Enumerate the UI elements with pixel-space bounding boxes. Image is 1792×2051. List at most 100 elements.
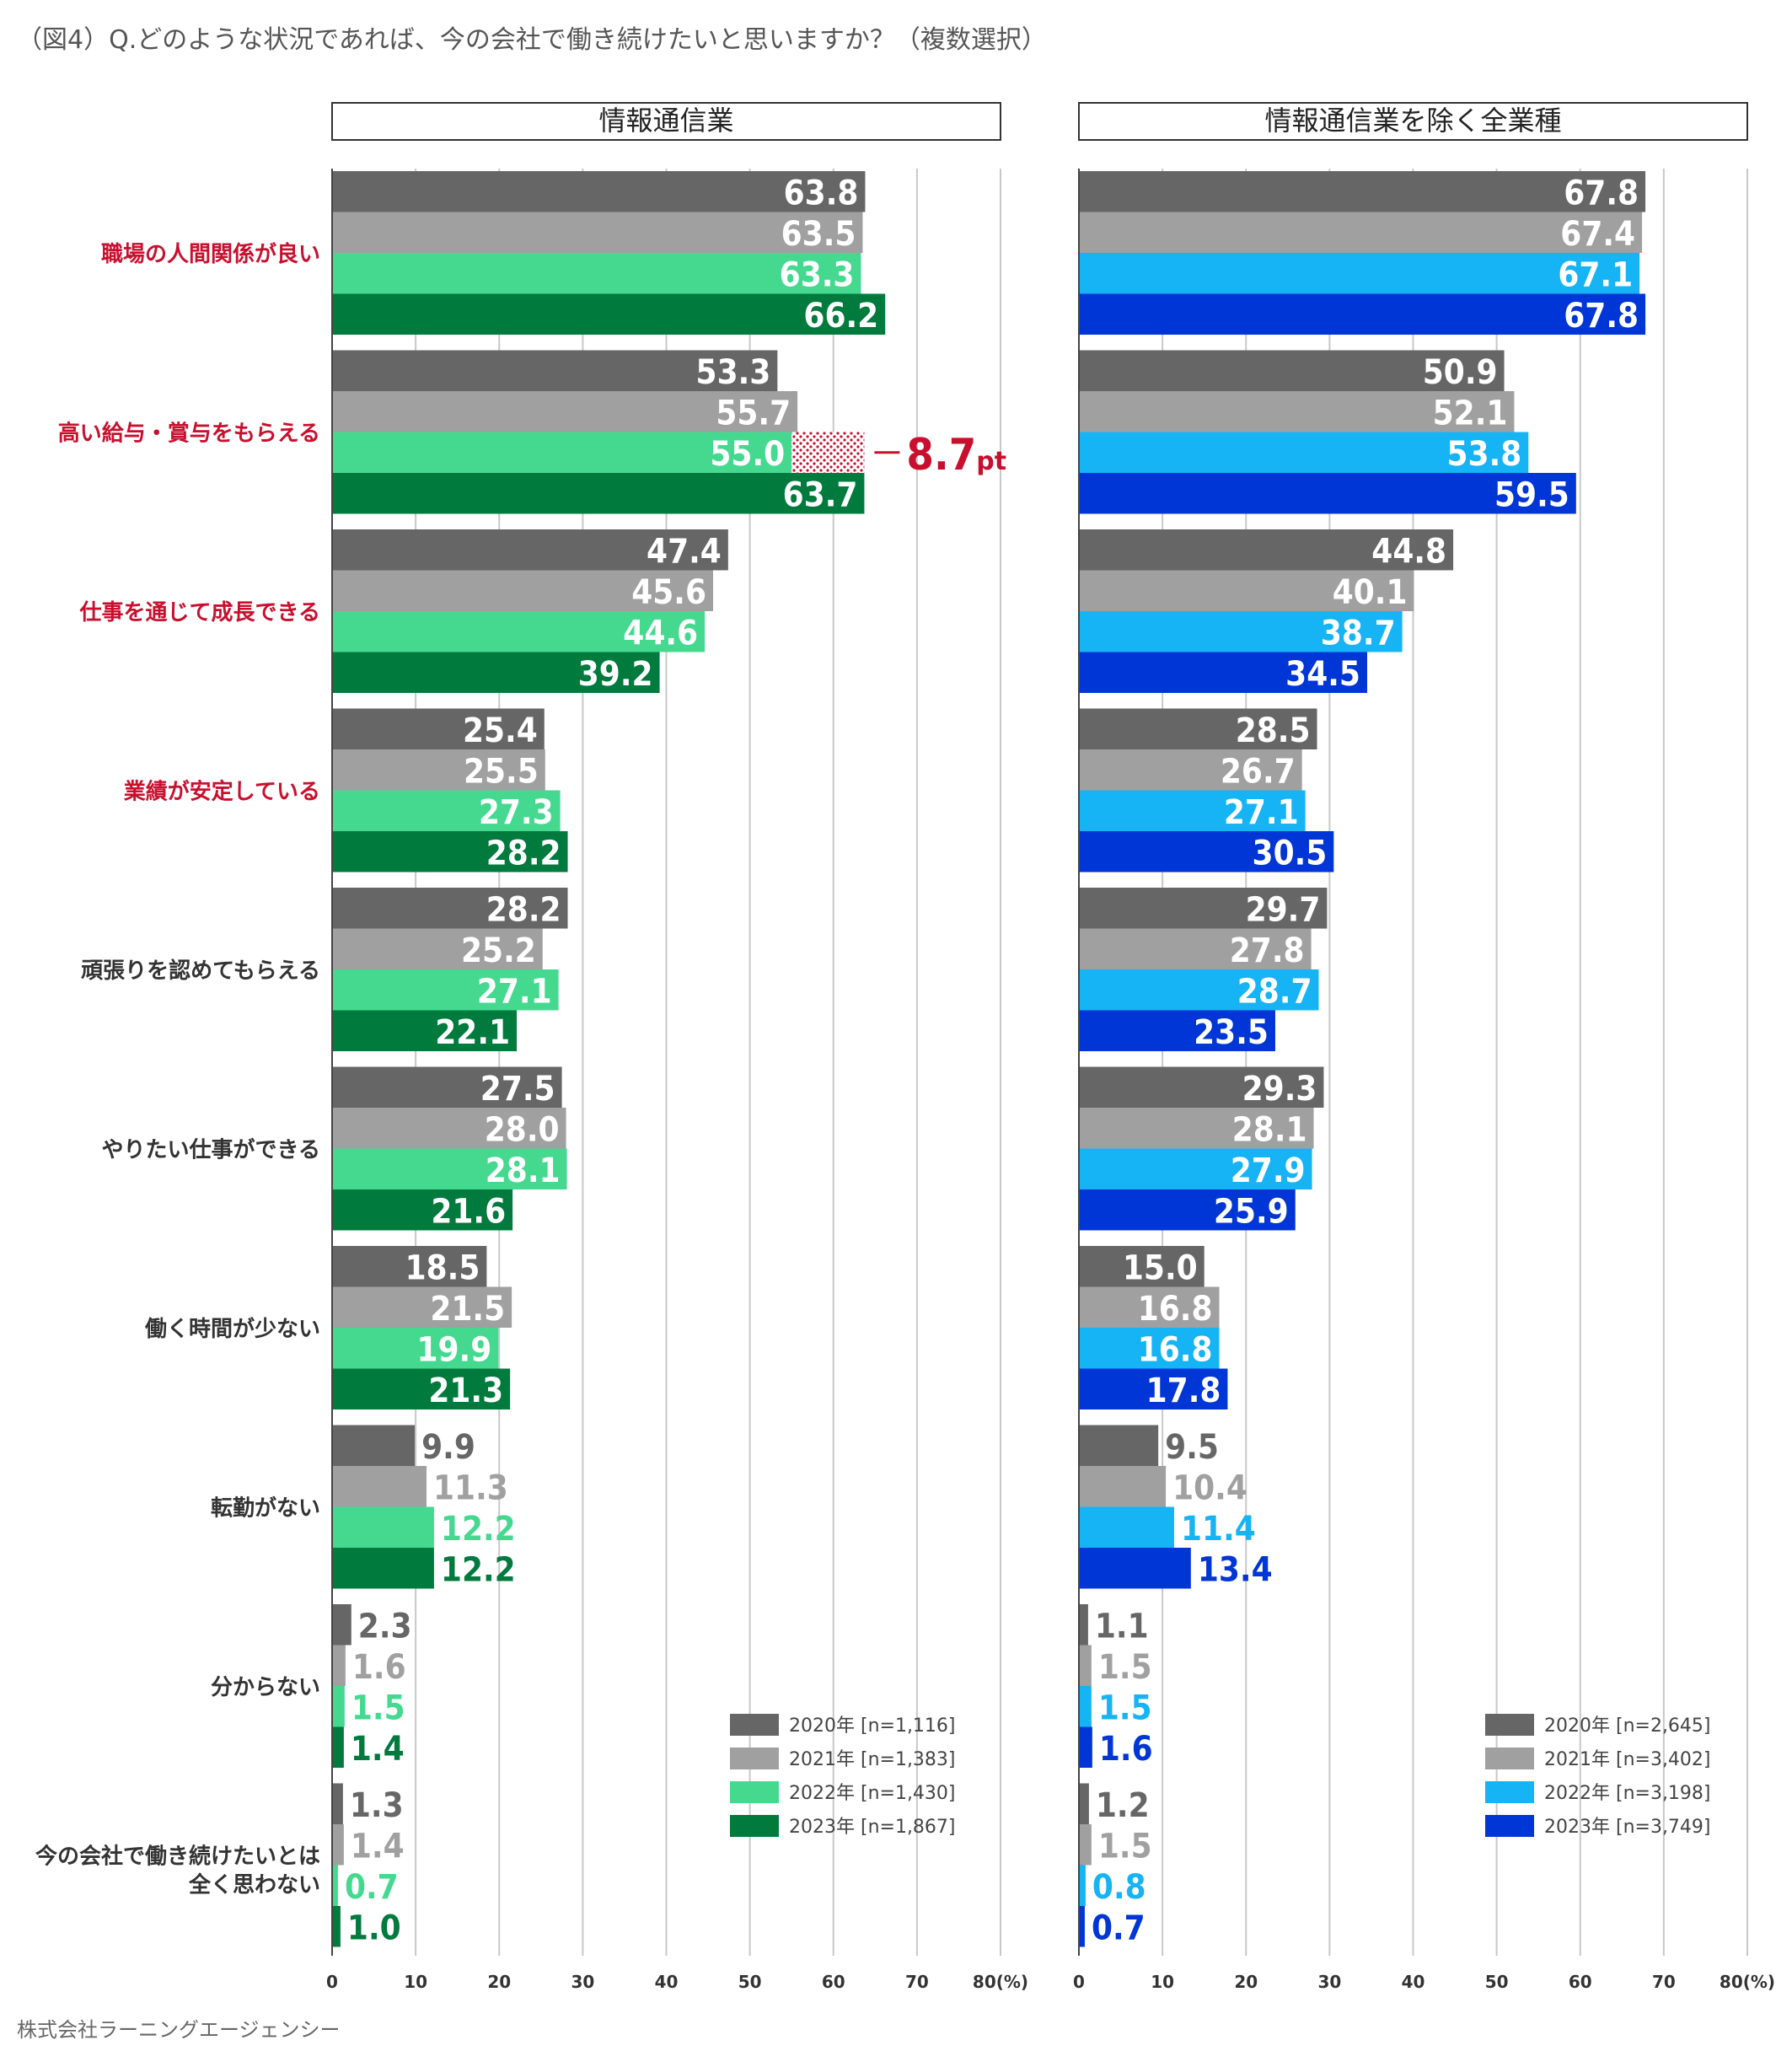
legend-entry: 2021年 [n=1,383] xyxy=(789,1749,956,1770)
bar xyxy=(1079,749,1302,791)
category-label: 高い給与・賞与をもらえる xyxy=(58,421,320,447)
bar xyxy=(1079,570,1414,611)
bar-value-label: 21.6 xyxy=(431,1192,506,1231)
bar xyxy=(332,1906,341,1947)
bar xyxy=(332,212,863,253)
bar xyxy=(1079,1686,1092,1727)
bar xyxy=(332,708,545,749)
bar-value-label: 29.3 xyxy=(1242,1070,1317,1109)
bar xyxy=(1079,293,1646,335)
bar-value-label: 63.7 xyxy=(783,475,858,514)
x-tick-label: 40 xyxy=(655,1972,679,1992)
bar xyxy=(1079,212,1643,253)
bar-value-label: 22.1 xyxy=(435,1013,510,1052)
bar-value-label: 67.4 xyxy=(1560,215,1635,254)
bar xyxy=(1079,1368,1228,1409)
x-tick-label: 30 xyxy=(571,1972,594,1992)
category-label: 分からない xyxy=(211,1675,320,1700)
bar xyxy=(1079,1506,1175,1548)
bar-value-label: 18.5 xyxy=(405,1248,480,1287)
bar-value-label: 1.0 xyxy=(347,1909,401,1947)
bar-value-label: 2.3 xyxy=(358,1607,412,1646)
legend-entry: 2022年 [n=1,430] xyxy=(789,1783,956,1804)
bar xyxy=(1079,1425,1159,1466)
x-tick-label: 50 xyxy=(1485,1972,1509,1992)
bar xyxy=(1079,1246,1205,1287)
x-tick-label: 20 xyxy=(487,1972,511,1992)
bar xyxy=(332,171,866,212)
bar-value-label: 29.7 xyxy=(1246,890,1321,929)
bar-value-label: 1.1 xyxy=(1095,1607,1149,1646)
category-label: 業績が安定している xyxy=(124,779,320,805)
legend-swatch xyxy=(1485,1714,1534,1736)
bar-value-label: 9.9 xyxy=(421,1428,475,1467)
bar xyxy=(1079,1148,1312,1189)
bar-value-label: 28.7 xyxy=(1237,972,1312,1011)
bar-value-label: 45.6 xyxy=(631,573,706,612)
bar-value-label: 28.1 xyxy=(1232,1110,1307,1149)
legend-swatch xyxy=(1485,1781,1534,1803)
bar xyxy=(1079,391,1515,432)
bar-value-label: 1.6 xyxy=(1099,1730,1153,1769)
bar-value-label: 44.6 xyxy=(623,614,698,652)
bar-value-label: 28.1 xyxy=(486,1152,561,1190)
figure-title: （図4）Q.どのような状況であれば、今の会社で働き続けたいと思いますか？（複数選… xyxy=(17,25,1047,55)
bar-value-label: 27.1 xyxy=(1224,793,1299,832)
bar xyxy=(332,928,543,969)
category-label: やりたい仕事ができる xyxy=(102,1137,320,1163)
bar-value-label: 12.2 xyxy=(441,1550,516,1589)
bar-value-label: 1.5 xyxy=(1098,1827,1152,1866)
bar-value-label: 26.7 xyxy=(1221,752,1296,791)
bar-value-label: 0.7 xyxy=(1092,1909,1145,1947)
panel-title-box xyxy=(1078,102,1748,141)
x-tick-label: 0 xyxy=(1073,1972,1085,1992)
bar-value-label: 39.2 xyxy=(578,655,653,694)
bar-value-label: 28.2 xyxy=(486,890,561,929)
bar-value-label: 40.1 xyxy=(1333,573,1408,612)
bar-value-label: 50.9 xyxy=(1423,353,1498,392)
bar xyxy=(332,1286,512,1328)
legend-entry: 2020年 [n=2,645] xyxy=(1544,1715,1711,1737)
bar xyxy=(1079,1328,1220,1369)
bar xyxy=(332,1010,518,1051)
bar xyxy=(1079,1066,1324,1108)
legend-entry: 2022年 [n=3,198] xyxy=(1544,1783,1711,1804)
panel-title: 情報通信業 xyxy=(598,105,733,137)
bar-value-label: 1.5 xyxy=(1098,1648,1152,1687)
bar xyxy=(1079,611,1403,652)
bar xyxy=(1079,253,1640,294)
x-tick-label: 40 xyxy=(1402,1972,1425,1992)
bar-value-label: 0.8 xyxy=(1092,1868,1146,1907)
bar xyxy=(1079,1604,1088,1646)
bar xyxy=(1079,1108,1314,1149)
bar-value-label: 21.5 xyxy=(430,1290,505,1329)
bar xyxy=(332,1645,346,1686)
x-tick-label: 70 xyxy=(1652,1972,1676,1992)
bar-value-label: 27.5 xyxy=(480,1070,555,1109)
bar xyxy=(332,1865,338,1906)
bar xyxy=(1079,1906,1085,1947)
legend-entry: 2023年 [n=1,867] xyxy=(789,1817,956,1838)
x-tick-label: 60 xyxy=(1569,1972,1592,1992)
bar-value-label: 55.0 xyxy=(710,435,785,474)
legend-swatch xyxy=(730,1748,779,1769)
bar xyxy=(1079,350,1505,391)
difference-annotation: 8.7pt xyxy=(906,430,1006,481)
bar-value-label: 44.8 xyxy=(1371,532,1446,571)
bar xyxy=(332,1548,434,1589)
category-label: 頑張りを認めてもらえる xyxy=(81,958,320,984)
bar-value-label: 23.5 xyxy=(1194,1013,1269,1052)
bar xyxy=(1079,1645,1092,1686)
bar-value-label: 15.0 xyxy=(1123,1248,1198,1287)
bar xyxy=(1079,1466,1167,1507)
bar xyxy=(1079,1824,1092,1866)
bar-value-label: 52.1 xyxy=(1433,394,1508,432)
bar xyxy=(332,611,706,652)
bar-value-label: 1.5 xyxy=(1098,1689,1152,1727)
legend-swatch xyxy=(730,1815,779,1837)
bar-value-label: 10.4 xyxy=(1172,1468,1247,1507)
bar-value-label: 25.2 xyxy=(461,932,536,970)
bar xyxy=(332,1686,345,1727)
bar xyxy=(332,293,886,335)
bar xyxy=(332,391,798,432)
